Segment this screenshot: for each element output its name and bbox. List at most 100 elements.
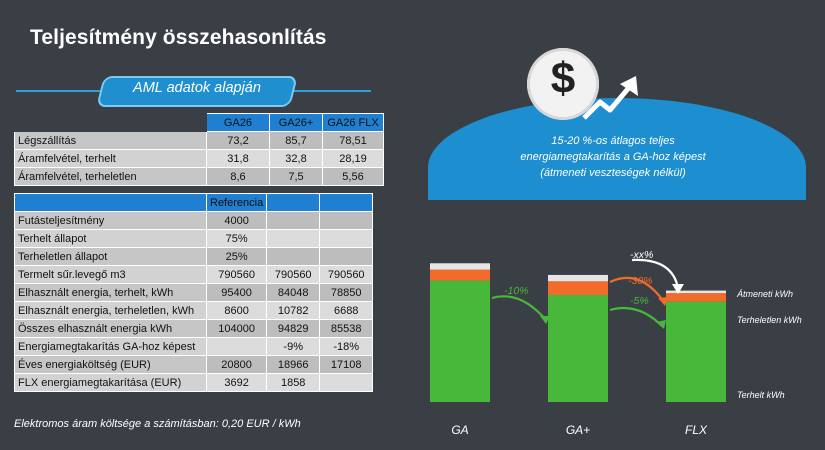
series-label: Terhelt kWh: [737, 390, 785, 400]
cell-value: 84048: [266, 283, 321, 302]
cell-value: 85,7: [269, 131, 323, 150]
bar-FLX-terheletlen-kwh: [666, 293, 726, 302]
callout-line: (átmeneti veszteségek nélkül): [540, 167, 686, 179]
trend-arrow-icon: [582, 76, 638, 120]
arrow-white: [631, 258, 680, 289]
bar-FLX-átmeneti-kwh: [666, 290, 726, 294]
row-label: Áramfelvétel, terhelt: [14, 149, 207, 168]
table-row: Áramfelvétel, terhelt 31,8 32,8 28,19: [14, 149, 384, 168]
series-label: Átmeneti kWh: [736, 289, 793, 299]
bar-GA+-átmeneti-kwh: [548, 274, 608, 282]
cell-value: -18%: [319, 337, 374, 356]
table-row: Elhasznált energia, terheletlen, kWh 8600…: [14, 301, 374, 320]
cell-value: 28,19: [322, 149, 384, 168]
bar-GA-terheletlen-kwh: [430, 269, 490, 281]
cell-value: 4000: [205, 211, 268, 230]
cell-value: 8,6: [206, 167, 270, 186]
cell-value: 8600: [205, 301, 268, 320]
cell-value: 25%: [205, 247, 268, 266]
table-header-row: Referencia: [14, 193, 374, 212]
arrowhead: [672, 284, 684, 294]
row-label: Futásteljesítmény: [14, 211, 207, 230]
cell-value: [319, 373, 374, 392]
cell-value: [266, 247, 321, 266]
row-label: Termelt sűr.levegő m3: [14, 265, 207, 284]
table-row: Éves energiaköltség (EUR) 20800 18966 17108: [14, 355, 374, 374]
table-row: Elhasznált energia, terhelt, kWh 95400 840…: [14, 283, 374, 302]
row-label: Elhasznált energia, terheletlen, kWh: [14, 301, 207, 320]
cell-value: 790560: [266, 265, 321, 284]
cell-value: [319, 229, 374, 248]
row-label: Légszállítás: [14, 131, 207, 150]
table-row: Futásteljesítmény 4000: [14, 211, 374, 230]
cell-value: 6688: [319, 301, 374, 320]
arrow-green-1: [491, 295, 547, 321]
table-header-cell: GA26+: [269, 113, 323, 132]
cell-value: 94829: [266, 319, 321, 338]
bar-FLX-terhelt-kwh: [666, 301, 726, 402]
bar-GA-terhelt-kwh: [430, 280, 490, 402]
savings-callout: [428, 98, 806, 200]
cell-value: 10782: [266, 301, 321, 320]
cell-value: 7,5: [269, 167, 323, 186]
cell-value: 95400: [205, 283, 268, 302]
table-header-cell: [14, 113, 207, 132]
row-label: Energiamegtakarítás GA-hoz képest: [14, 337, 207, 356]
percent-annotation: -30%: [628, 275, 653, 287]
callout-line: energiamegtakarítás a GA-hoz képest: [520, 151, 706, 163]
table-header-cell: Referencia: [205, 193, 268, 212]
footnote: Elektromos áram költsége a számításban: …: [14, 418, 301, 430]
cell-value: 85538: [319, 319, 374, 338]
series-label: Terheletlen kWh: [737, 315, 802, 325]
table-header-cell: [266, 193, 321, 212]
category-label: GA: [451, 423, 468, 437]
arrowhead: [658, 297, 668, 306]
cell-value: 17108: [319, 355, 374, 374]
cell-value: [266, 211, 321, 230]
cell-value: 3692: [205, 373, 268, 392]
row-label: Terheletlen állapot: [14, 247, 207, 266]
cell-value: 75%: [205, 229, 268, 248]
energy-calculation-table: Referencia Futásteljesítmény 4000 Terhelt …: [14, 193, 374, 392]
cell-value: -9%: [266, 337, 321, 356]
bar-GA-átmeneti-kwh: [430, 263, 490, 270]
current-comparison-table: GA26 GA26+ GA26 FLX Légszállítás 73,2 85…: [14, 113, 384, 186]
arrow-orange: [609, 276, 665, 303]
table-row: Összes elhasznált energia kWh 104000 94829…: [14, 319, 374, 338]
dollar-sign-icon: $: [550, 54, 576, 103]
table-row: Energiamegtakarítás GA-hoz képest -9% -18%: [14, 337, 374, 356]
row-label: Elhasznált energia, terhelt, kWh: [14, 283, 207, 302]
row-label: Terhelt állapot: [14, 229, 207, 248]
table-header-cell: GA26 FLX: [322, 113, 384, 132]
row-label: Áramfelvétel, terheletlen: [14, 167, 207, 186]
percent-annotation: -10%: [504, 285, 529, 297]
cell-value: 20800: [205, 355, 268, 374]
stacked-bar-chart: GA GA+ FLX Terhelt kWh Terheletlen kWh Átmene…: [430, 249, 802, 437]
category-label: FLX: [685, 423, 708, 437]
table-header-cell: GA26: [206, 113, 270, 132]
table-header-cell: [319, 193, 374, 212]
table-header-row: GA26 GA26+ GA26 FLX: [14, 113, 384, 132]
cell-value: 790560: [319, 265, 374, 284]
table-row: FLX energiamegtakarítása (EUR) 3692 1858: [14, 373, 374, 392]
bar-GA+-terheletlen-kwh: [548, 281, 608, 296]
cell-value: 5,56: [322, 167, 384, 186]
cell-value: 104000: [205, 319, 268, 338]
table-row: Terheletlen állapot 25%: [14, 247, 374, 266]
bar-GA+-terhelt-kwh: [548, 295, 608, 402]
cell-value: 73,2: [206, 131, 270, 150]
subtitle: AML adatok alapján: [133, 80, 261, 96]
arrow-green-2: [609, 306, 663, 327]
table-row: Áramfelvétel, terheletlen 8,6 7,5 5,56: [14, 167, 384, 186]
cell-value: 78,51: [322, 131, 384, 150]
callout-line: 15-20 %-os átlagos teljes: [551, 135, 675, 147]
cell-value: 790560: [205, 265, 268, 284]
page-title: Teljesítmény összehasonlítás: [30, 26, 327, 49]
cell-value: [205, 337, 268, 356]
percent-annotation: -xx%: [630, 249, 653, 261]
cell-value: 78850: [319, 283, 374, 302]
arrowhead: [540, 316, 550, 324]
arrowhead: [656, 320, 666, 329]
percent-annotation: -5%: [630, 295, 649, 307]
row-label: FLX energiamegtakarítása (EUR): [14, 373, 207, 392]
